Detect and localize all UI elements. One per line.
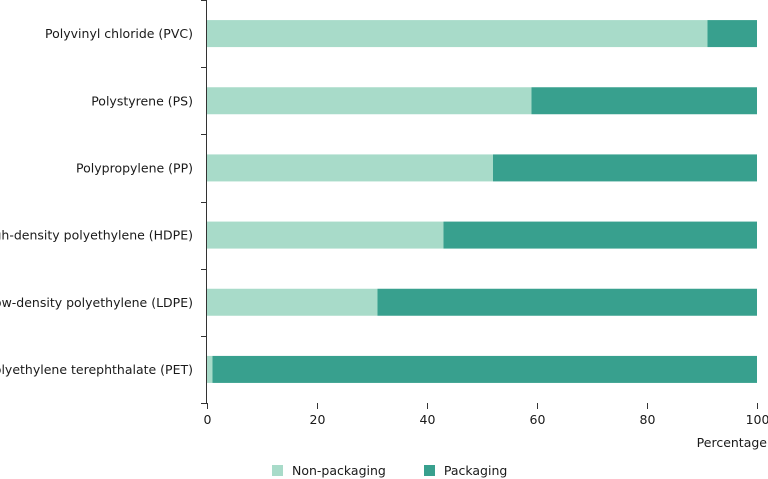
bar-segment-non-packaging — [207, 20, 708, 48]
x-tick-label: 20 — [310, 412, 326, 427]
legend: Non-packaging Packaging — [272, 462, 545, 478]
bar-segment-packaging — [707, 20, 757, 48]
x-axis-title: Percentage — [697, 435, 768, 450]
bar-segment-packaging — [377, 288, 757, 316]
bar-segment-non-packaging — [207, 288, 378, 316]
x-tick-label: 80 — [640, 412, 656, 427]
x-tick-label: 40 — [420, 412, 436, 427]
legend-item: Packaging — [423, 462, 508, 478]
category-label: Polystyrene (PS) — [91, 93, 193, 108]
axes: 0 20 40 60 80 100 — [201, 0, 768, 427]
x-tick-label: 60 — [530, 412, 546, 427]
bar-segment-non-packaging — [207, 154, 493, 182]
category-label: High-density polyethylene (HDPE) — [0, 228, 193, 243]
category-label: Low-density polyethylene (LDPE) — [0, 295, 193, 310]
legend-item: Non-packaging — [272, 463, 386, 478]
category-label: Polypropylene (PP) — [76, 160, 193, 175]
bar-segment-packaging — [493, 154, 757, 182]
legend-label: Non-packaging — [292, 462, 386, 478]
bar-segment-non-packaging — [207, 221, 444, 249]
category-labels: Polyvinyl chloride (PVC) Polystyrene (PS)… — [0, 26, 193, 377]
legend-swatch — [272, 464, 283, 476]
legend-label: Packaging — [443, 462, 508, 478]
x-tick-label: 0 — [204, 412, 212, 427]
bar-segment-non-packaging — [207, 87, 532, 115]
bars — [207, 20, 757, 383]
category-label: Polyethylene terephthalate (PET) — [0, 362, 193, 377]
x-tick-label: 100 — [746, 412, 768, 427]
bar-segment-packaging — [212, 355, 757, 383]
bar-segment-packaging — [443, 221, 757, 249]
legend-swatch — [423, 464, 435, 476]
category-label: Polyvinyl chloride (PVC) — [45, 26, 193, 41]
bar-segment-non-packaging — [207, 355, 213, 383]
bar-segment-packaging — [531, 87, 757, 115]
stacked-bar-chart: Polyvinyl chloride (PVC) Polystyrene (PS)… — [0, 0, 768, 450]
